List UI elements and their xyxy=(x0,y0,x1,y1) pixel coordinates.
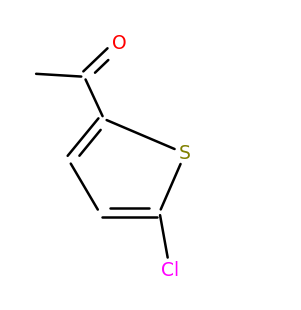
Text: O: O xyxy=(112,34,126,53)
Text: Cl: Cl xyxy=(161,261,179,280)
Text: S: S xyxy=(179,144,191,163)
